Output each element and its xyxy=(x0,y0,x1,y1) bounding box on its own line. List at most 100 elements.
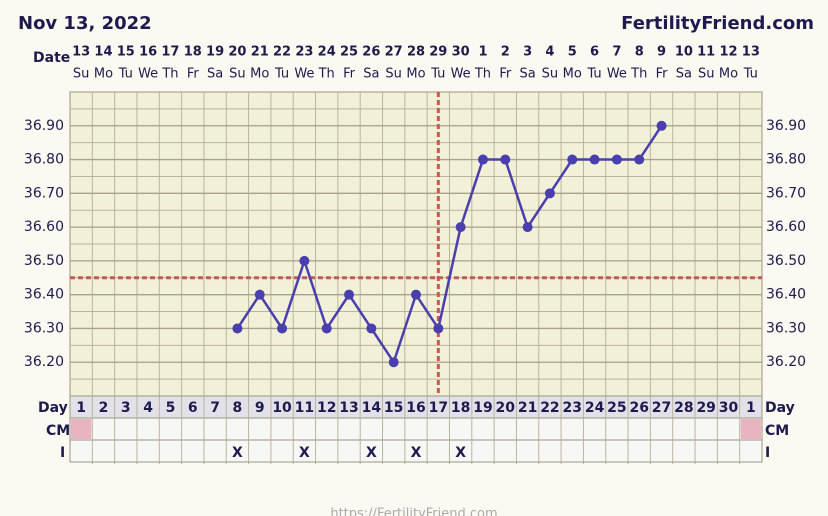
temperature-point xyxy=(611,154,622,165)
day-label: Day xyxy=(38,400,68,416)
weekday-label: Su xyxy=(385,67,402,82)
intercourse-mark: X xyxy=(366,445,377,461)
weekday-label: Sa xyxy=(207,67,223,82)
i-row xyxy=(69,439,763,463)
y-tick-label: 36.80 xyxy=(766,152,806,168)
date-label: 1 xyxy=(478,45,487,60)
temperature-point xyxy=(411,289,421,300)
temperature-point xyxy=(544,188,555,199)
intercourse-mark: X xyxy=(232,445,243,461)
cycle-day: 4 xyxy=(143,400,153,416)
cycle-day: 12 xyxy=(317,400,336,416)
cycle-day: 7 xyxy=(210,400,220,416)
chart-title: Nov 13, 2022 xyxy=(18,13,152,34)
temperature-point xyxy=(589,154,600,165)
weekday-label: Fr xyxy=(656,67,669,82)
date-label: 15 xyxy=(117,45,135,60)
period-cell xyxy=(740,419,761,439)
date-label: 16 xyxy=(139,45,157,60)
cycle-day: 25 xyxy=(607,400,626,416)
cm-label: CM xyxy=(46,423,70,439)
weekday-label: Th xyxy=(318,67,335,82)
site-name: FertilityFriend.com xyxy=(621,13,814,34)
cycle-day: 28 xyxy=(674,400,693,416)
date-label: 8 xyxy=(635,45,644,60)
cycle-day: 30 xyxy=(719,400,739,416)
y-tick-label: 36.70 xyxy=(766,185,806,201)
weekday-label: Th xyxy=(161,67,178,82)
temperature-point xyxy=(321,323,332,334)
cycle-day: 14 xyxy=(362,400,382,416)
cycle-day: 11 xyxy=(295,400,314,416)
temperature-point xyxy=(299,255,310,266)
y-tick-label: 36.90 xyxy=(24,118,64,134)
day-label: Day xyxy=(765,400,795,416)
temperature-point xyxy=(500,154,511,165)
date-label: 10 xyxy=(675,45,693,60)
cycle-day: 8 xyxy=(233,400,243,416)
weekday-label: Su xyxy=(698,67,715,82)
intercourse-mark: X xyxy=(411,445,422,461)
weekday-label: Sa xyxy=(676,67,692,82)
date-label: 20 xyxy=(228,45,246,60)
temperature-point xyxy=(277,323,288,334)
weekday-label: Tu xyxy=(743,67,758,82)
weekday-label: Th xyxy=(630,67,647,82)
weekday-label: Fr xyxy=(343,67,356,82)
date-label: 5 xyxy=(568,45,577,60)
date-label: 22 xyxy=(273,45,291,60)
weekday-label: Th xyxy=(474,67,491,82)
y-tick-label: 36.80 xyxy=(24,152,64,168)
weekday-label: Fr xyxy=(499,67,512,82)
cycle-day: 9 xyxy=(255,400,265,416)
date-label: 23 xyxy=(295,45,313,60)
weekday-label: We xyxy=(607,67,627,82)
weekday-label: Tu xyxy=(274,67,289,82)
cycle-day: 6 xyxy=(188,400,198,416)
cycle-day: 13 xyxy=(339,400,358,416)
cycle-day: 26 xyxy=(629,400,648,416)
cm-label: CM xyxy=(765,423,789,439)
weekday-label: Mo xyxy=(563,67,582,82)
weekday-label: We xyxy=(451,67,471,82)
weekday-label: Mo xyxy=(94,67,113,82)
date-label: 7 xyxy=(612,45,621,60)
date-label: 4 xyxy=(545,45,554,60)
cycle-day: 29 xyxy=(696,400,715,416)
cycle-day: 17 xyxy=(429,400,448,416)
y-tick-label: 36.40 xyxy=(766,287,806,303)
cycle-day: 2 xyxy=(99,400,109,416)
temperature-point xyxy=(567,154,578,165)
temperature-point xyxy=(232,323,243,334)
temperature-point xyxy=(656,120,667,131)
cycle-day: 20 xyxy=(496,400,516,416)
weekday-label: Tu xyxy=(118,67,133,82)
temperature-point xyxy=(366,323,377,334)
weekday-label: Mo xyxy=(250,67,269,82)
y-tick-label: 36.30 xyxy=(24,320,64,336)
date-label: 30 xyxy=(452,45,470,60)
date-label: 9 xyxy=(657,45,666,60)
cm-row xyxy=(69,417,763,441)
cycle-day: 3 xyxy=(121,400,131,416)
y-tick-label: 36.40 xyxy=(24,287,64,303)
temperature-point xyxy=(522,222,533,233)
temperature-point xyxy=(433,323,444,334)
weekday-label: Mo xyxy=(406,67,425,82)
date-label: 25 xyxy=(340,45,358,60)
period-cell xyxy=(71,419,92,439)
cycle-day: 19 xyxy=(473,400,492,416)
cycle-day: 21 xyxy=(518,400,537,416)
y-tick-label: 36.50 xyxy=(24,253,64,269)
date-label: 6 xyxy=(590,45,599,60)
weekday-label: Tu xyxy=(586,67,601,82)
cycle-day: 1 xyxy=(746,400,756,416)
cycle-day: 22 xyxy=(540,400,559,416)
date-label: 24 xyxy=(318,45,336,60)
weekday-label: Sa xyxy=(363,67,379,82)
temperature-point xyxy=(477,154,488,165)
date-label: 18 xyxy=(184,45,202,60)
cycle-day: 1 xyxy=(76,400,86,416)
weekday-label: Su xyxy=(229,67,246,82)
